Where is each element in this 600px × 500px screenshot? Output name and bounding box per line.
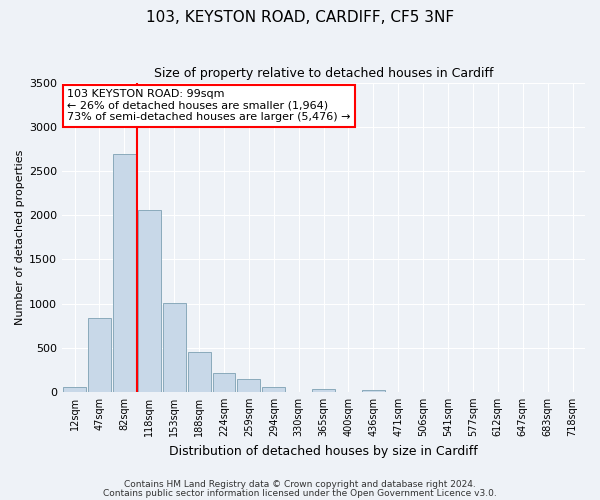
Bar: [262, 387, 285, 392]
Bar: [63, 388, 86, 392]
Text: 103, KEYSTON ROAD, CARDIFF, CF5 3NF: 103, KEYSTON ROAD, CARDIFF, CF5 3NF: [146, 10, 454, 25]
Bar: [138, 210, 161, 392]
Y-axis label: Number of detached properties: Number of detached properties: [15, 150, 25, 325]
Title: Size of property relative to detached houses in Cardiff: Size of property relative to detached ho…: [154, 68, 493, 80]
Bar: [312, 389, 335, 392]
Text: Contains HM Land Registry data © Crown copyright and database right 2024.: Contains HM Land Registry data © Crown c…: [124, 480, 476, 489]
Bar: [188, 352, 211, 392]
Bar: [88, 318, 111, 392]
X-axis label: Distribution of detached houses by size in Cardiff: Distribution of detached houses by size …: [169, 444, 478, 458]
Bar: [212, 374, 235, 392]
Bar: [163, 302, 185, 392]
Text: 103 KEYSTON ROAD: 99sqm
← 26% of detached houses are smaller (1,964)
73% of semi: 103 KEYSTON ROAD: 99sqm ← 26% of detache…: [67, 89, 351, 122]
Text: Contains public sector information licensed under the Open Government Licence v3: Contains public sector information licen…: [103, 489, 497, 498]
Bar: [113, 154, 136, 392]
Bar: [362, 390, 385, 392]
Bar: [238, 379, 260, 392]
